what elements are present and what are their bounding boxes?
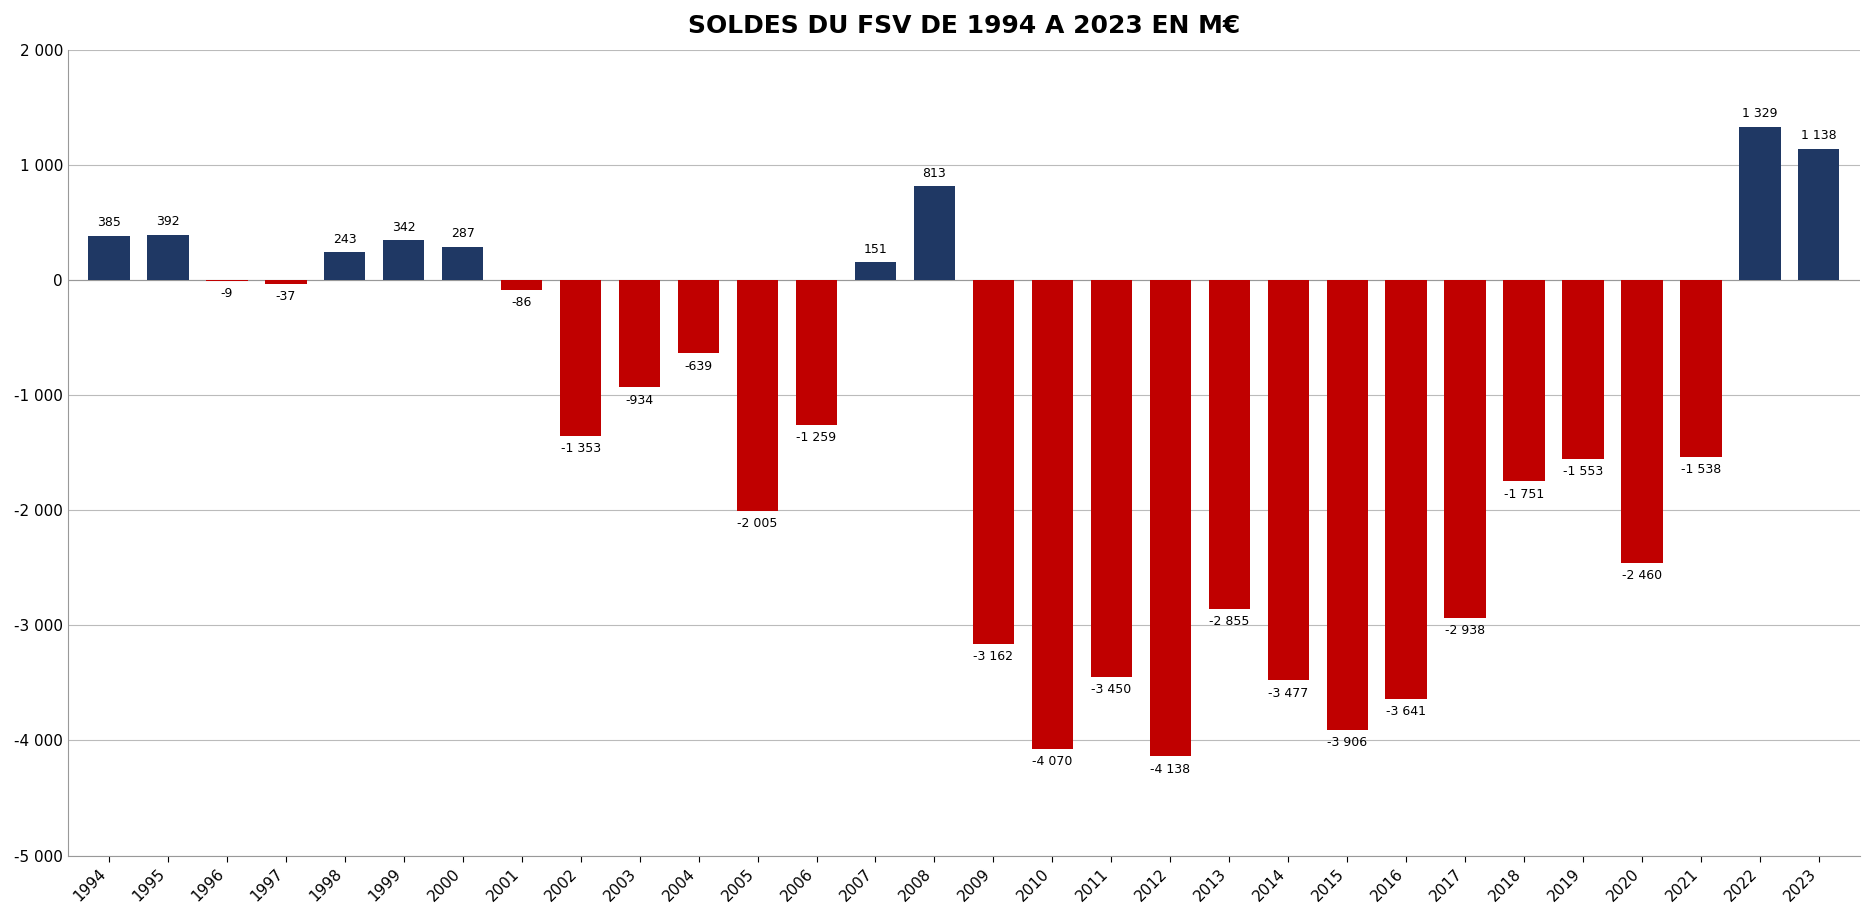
Bar [1090,280,1131,677]
Bar [972,280,1013,644]
Text: 392: 392 [155,216,180,229]
Title: SOLDES DU FSV DE 1994 A 2023 EN M€: SOLDES DU FSV DE 1994 A 2023 EN M€ [687,14,1240,38]
Text: -4 138: -4 138 [1150,763,1189,776]
Bar [678,280,719,353]
Bar [736,280,777,510]
Bar [1502,280,1543,481]
Bar [206,280,247,281]
Bar [914,186,955,280]
Text: -1 538: -1 538 [1680,464,1719,476]
Text: -3 162: -3 162 [972,650,1013,664]
Text: 342: 342 [391,221,416,234]
Text: 243: 243 [333,232,356,245]
Text: -3 477: -3 477 [1268,687,1307,700]
Bar [1208,280,1249,609]
Bar [560,280,601,436]
Text: -1 353: -1 353 [560,442,601,455]
Bar [324,252,365,280]
Text: -2 938: -2 938 [1444,624,1485,637]
Text: -4 070: -4 070 [1032,755,1071,767]
Bar [148,235,189,280]
Text: -86: -86 [511,297,532,309]
Text: -9: -9 [221,287,232,300]
Bar [618,280,659,387]
Bar [1680,280,1721,457]
Bar [266,280,307,284]
Text: 1 138: 1 138 [1800,129,1836,142]
Text: 151: 151 [863,243,888,256]
Bar [500,280,541,290]
Text: -2 460: -2 460 [1620,569,1661,582]
Bar [1562,280,1603,459]
Text: -3 906: -3 906 [1326,736,1367,749]
Text: -3 450: -3 450 [1090,684,1131,697]
Bar [1620,280,1661,563]
Bar [854,263,895,280]
Text: -1 259: -1 259 [796,431,835,444]
Bar [1148,280,1189,756]
Bar [382,241,423,280]
Text: 385: 385 [97,216,122,230]
Bar [1032,280,1073,748]
Text: -2 005: -2 005 [736,517,777,530]
Text: -2 855: -2 855 [1208,615,1249,628]
Text: -639: -639 [684,360,712,373]
Bar [796,280,837,425]
Text: 287: 287 [451,228,474,241]
Text: -37: -37 [275,290,296,304]
Bar [88,236,129,280]
Bar [1384,280,1425,700]
Text: -1 751: -1 751 [1504,487,1543,501]
Bar [1738,127,1779,280]
Text: 813: 813 [922,167,946,180]
Text: -3 641: -3 641 [1386,705,1425,719]
Bar [1326,280,1367,730]
Bar [442,247,483,280]
Bar [1266,280,1307,680]
Bar [1798,149,1839,280]
Text: -934: -934 [626,394,654,407]
Text: 1 329: 1 329 [1742,107,1777,120]
Bar [1444,280,1485,618]
Text: -1 553: -1 553 [1562,465,1601,478]
